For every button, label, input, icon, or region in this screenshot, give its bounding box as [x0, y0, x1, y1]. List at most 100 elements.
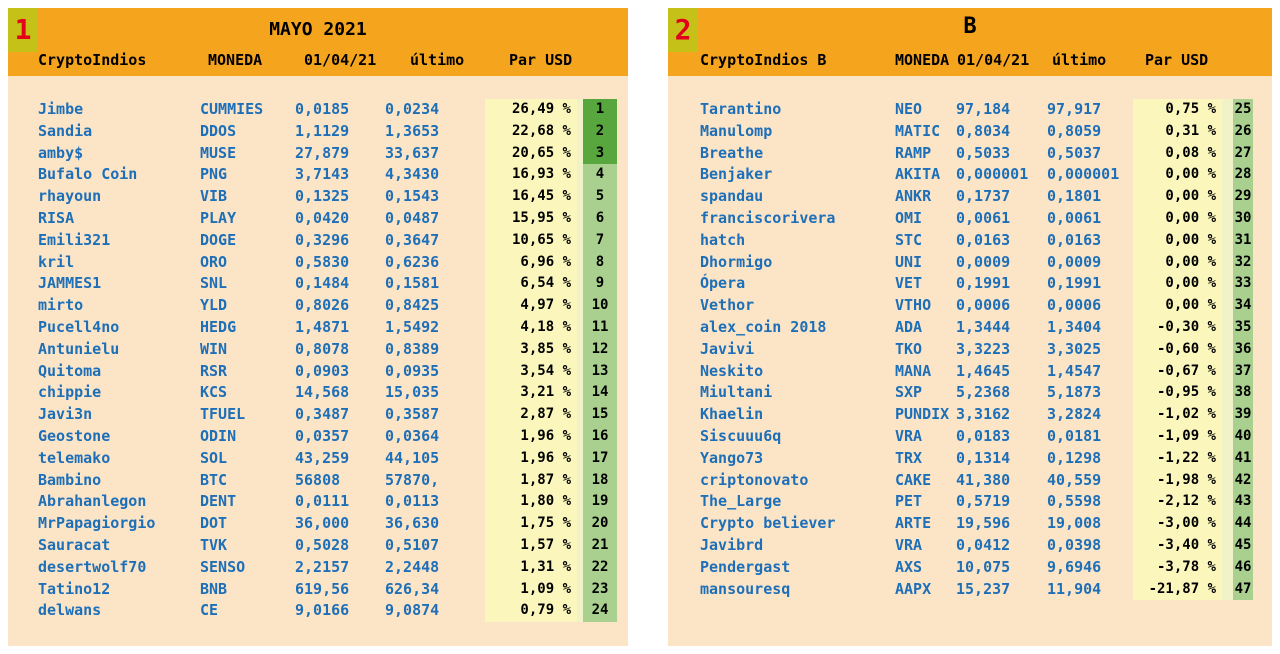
rank-cell: 41: [1233, 447, 1253, 470]
column-divider-strip: [577, 338, 583, 361]
last-price-cell: 0,6236: [385, 252, 440, 271]
last-price-cell: 0,1298: [1047, 448, 1102, 467]
par-usd-percent-cell: 3,85 %: [485, 338, 577, 361]
rank-cell: 20: [583, 513, 617, 535]
table-row: Geostone ODIN 0,0357 0,0364 1,96 % 16: [8, 425, 628, 448]
panel-number-badge: 1: [8, 8, 38, 52]
par-usd-percent-cell: 0,75 %: [1133, 99, 1222, 121]
last-price-cell: 0,1543: [385, 187, 440, 206]
par-usd-percent-cell: 3,54 %: [485, 360, 577, 383]
start-price-cell: 0,1314: [956, 448, 1011, 467]
trader-name-cell: Jimbe: [38, 100, 84, 118]
rank-cell: 11: [583, 316, 617, 339]
start-price-cell: 0,8034: [956, 121, 1011, 140]
trader-name-cell: Bufalo Coin: [38, 165, 138, 184]
start-price-cell: 27,879: [295, 143, 350, 162]
trader-name-cell: Quitoma: [38, 361, 102, 380]
trader-name-cell: rhayoun: [38, 187, 102, 206]
rank-cell: 34: [1233, 295, 1253, 317]
par-usd-percent-cell: -2,12 %: [1133, 491, 1222, 514]
last-price-cell: 0,0009: [1047, 252, 1102, 271]
start-price-cell: 0,1991: [956, 274, 1011, 293]
table-row: Quitoma RSR 0,0903 0,0935 3,54 % 13: [8, 360, 628, 383]
last-price-cell: 0,5598: [1047, 492, 1102, 511]
par-usd-percent-cell: -3,00 %: [1133, 513, 1222, 535]
column-divider-strip: [577, 120, 583, 143]
rank-cell: 7: [583, 229, 617, 252]
table-row: Javivi TKO 3,3223 3,3025 -0,60 % 36: [668, 338, 1272, 361]
par-usd-percent-cell: 22,68 %: [485, 120, 577, 143]
trader-name-cell: telemako: [38, 448, 111, 467]
par-usd-percent-cell: 0,00 %: [1133, 186, 1222, 208]
table-row: franciscorivera OMI 0,0061 0,0061 0,00 % 30: [668, 207, 1272, 230]
panel-1-table-body: Jimbe CUMMIES 0,0185 0,0234 26,49 % 1 Sandia DD…: [8, 76, 628, 646]
last-price-cell: 0,3587: [385, 405, 440, 424]
trader-name-cell: Crypto believer: [700, 514, 836, 533]
start-price-cell: 0,5028: [295, 535, 350, 554]
start-price-cell: 1,4645: [956, 361, 1011, 380]
start-price-cell: 1,4871: [295, 317, 350, 336]
start-price-cell: 0,1737: [956, 187, 1011, 206]
table-row: Miultani SXP 5,2368 5,1873 -0,95 % 38: [668, 382, 1272, 405]
start-price-cell: 15,237: [956, 579, 1011, 598]
par-usd-percent-cell: 0,00 %: [1133, 273, 1222, 296]
start-price-cell: 0,5830: [295, 252, 350, 271]
coin-symbol-cell: OMI: [895, 208, 923, 227]
column-divider-strip: [1222, 513, 1233, 535]
start-price-cell: 0,0163: [956, 230, 1011, 249]
start-price-cell: 0,1325: [295, 187, 350, 206]
column-header-par-usd: Par USD: [509, 51, 573, 69]
column-header-moneda: MONEDA: [208, 51, 263, 69]
coin-symbol-cell: SENSO: [200, 557, 246, 576]
column-divider-strip: [1222, 316, 1233, 339]
column-divider-strip: [577, 316, 583, 339]
table-row: chippie KCS 14,568 15,035 3,21 % 14: [8, 382, 628, 405]
last-price-cell: 0,0061: [1047, 208, 1102, 227]
coin-symbol-cell: SOL: [200, 448, 228, 467]
start-price-cell: 19,596: [956, 514, 1011, 533]
rank-cell: 17: [583, 447, 617, 470]
par-usd-percent-cell: 1,96 %: [485, 425, 577, 448]
column-divider-strip: [1222, 425, 1233, 448]
rank-cell: 12: [583, 338, 617, 361]
table-row: MrPapagiorgio DOT 36,000 36,630 1,75 % 20: [8, 513, 628, 535]
rank-cell: 14: [583, 382, 617, 405]
trader-name-cell: Yango73: [700, 448, 764, 467]
start-price-cell: 0,0006: [956, 296, 1011, 315]
last-price-cell: 626,34: [385, 579, 440, 598]
trader-name-cell: Benjaker: [700, 165, 773, 184]
last-price-cell: 1,5492: [385, 317, 440, 336]
last-price-cell: 1,4547: [1047, 361, 1102, 380]
table-row: alex_coin 2018 ADA 1,3444 1,3404 -0,30 % 35: [668, 316, 1272, 339]
last-price-cell: 57870,: [385, 470, 440, 489]
column-divider-strip: [577, 229, 583, 252]
par-usd-percent-cell: 15,95 %: [485, 207, 577, 230]
rank-cell: 9: [583, 273, 617, 296]
column-divider-strip: [1222, 273, 1233, 296]
table-row: Javi3n TFUEL 0,3487 0,3587 2,87 % 15: [8, 404, 628, 426]
rank-cell: 2: [583, 120, 617, 143]
par-usd-percent-cell: 1,96 %: [485, 447, 577, 470]
coin-symbol-cell: RAMP: [895, 143, 932, 162]
trader-name-cell: Antunielu: [38, 339, 120, 358]
coin-symbol-cell: ODIN: [200, 426, 237, 445]
start-price-cell: 41,380: [956, 470, 1011, 489]
column-header-cryptoindios-b: CryptoIndios B: [700, 51, 827, 69]
column-divider-strip: [1222, 229, 1233, 252]
par-usd-percent-cell: -0,60 %: [1133, 338, 1222, 361]
trader-name-cell: Ópera: [700, 274, 746, 293]
rank-cell: 31: [1233, 229, 1253, 252]
start-price-cell: 0,000001: [956, 165, 1029, 184]
rank-cell: 4: [583, 164, 617, 187]
column-divider-strip: [577, 534, 583, 557]
trader-name-cell: Breathe: [700, 143, 764, 162]
rank-cell: 18: [583, 469, 617, 492]
table-row: amby$ MUSE 27,879 33,637 20,65 % 3: [8, 142, 628, 165]
column-divider-strip: [577, 425, 583, 448]
par-usd-percent-cell: -3,78 %: [1133, 556, 1222, 579]
table-row: delwans CE 9,0166 9,0874 0,79 % 24: [8, 600, 628, 623]
trader-name-cell: Manulomp: [700, 121, 773, 140]
column-divider-strip: [1222, 360, 1233, 383]
rank-cell: 38: [1233, 382, 1253, 405]
